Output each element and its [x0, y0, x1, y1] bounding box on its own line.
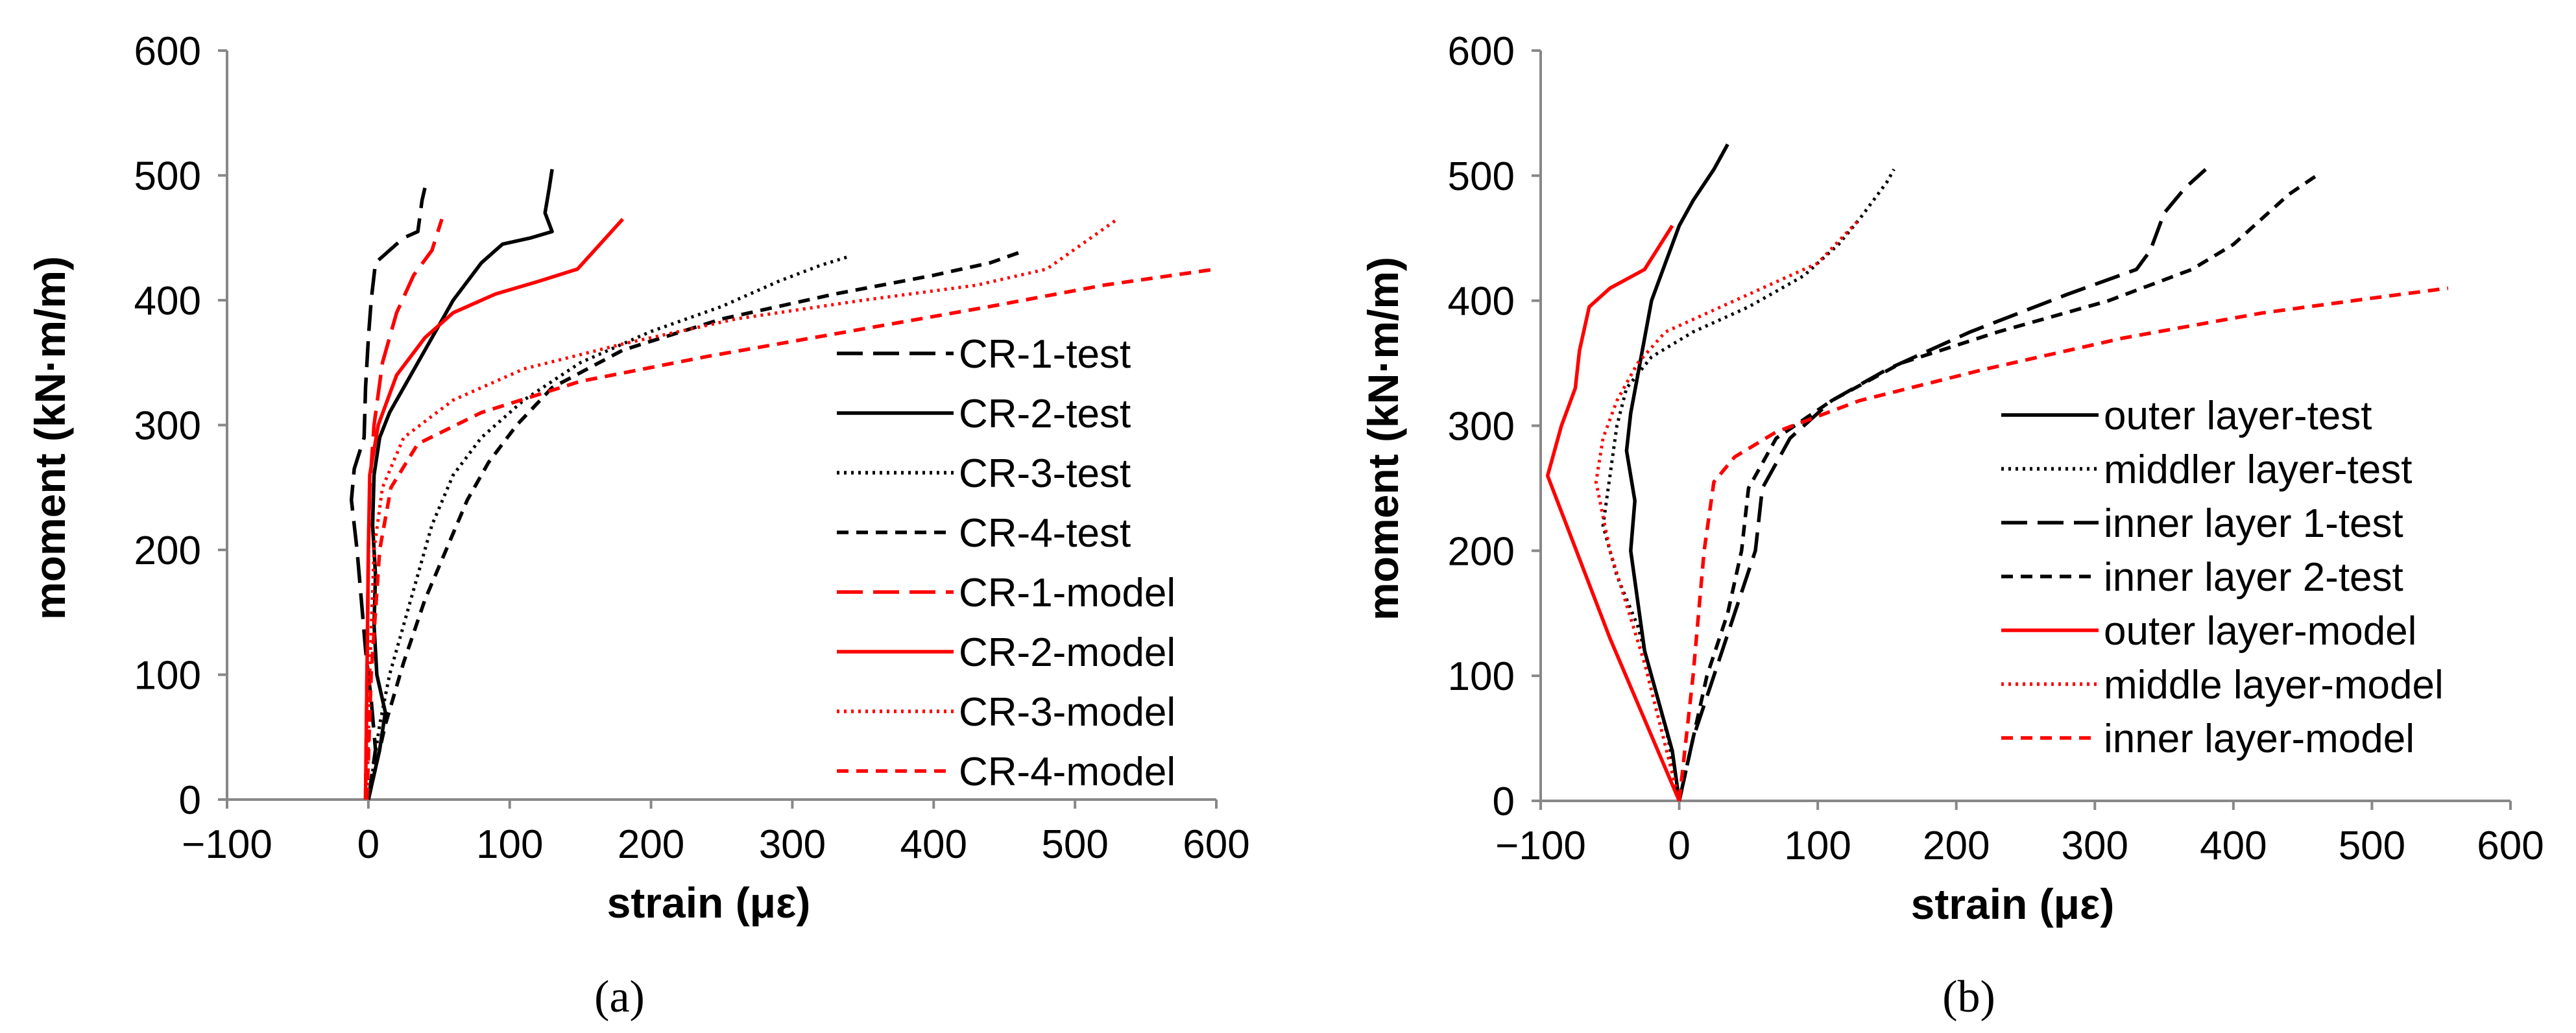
- legend-label: CR-1-model: [959, 571, 1175, 615]
- x-tick-label: 400: [2200, 824, 2267, 868]
- y-tick-label: 600: [134, 29, 201, 74]
- y-tick-label: 200: [134, 528, 201, 573]
- legend-label: CR-4-test: [959, 511, 1131, 556]
- x-tick-label: −100: [182, 822, 272, 867]
- series-line-inner-layer-2-test: [1677, 174, 2318, 801]
- x-tick-label: −100: [1495, 824, 1586, 868]
- series-line-outer-layer-test: [1624, 143, 1729, 801]
- legend-label: CR-2-test: [959, 392, 1131, 436]
- panel-label: (b): [1942, 972, 1995, 1022]
- series-line-cr-2-model: [363, 218, 625, 800]
- legend-label: inner layer-model: [2104, 717, 2414, 761]
- series-line-cr-4-test: [367, 248, 1026, 800]
- x-tick-label: 300: [759, 822, 826, 867]
- y-axis-title: moment (kN·m/m): [26, 256, 74, 620]
- series-line-cr-3-test: [367, 255, 850, 800]
- y-tick-label: 300: [1448, 405, 1515, 449]
- y-tick-label: 0: [179, 778, 201, 823]
- y-tick-label: 0: [1493, 779, 1515, 824]
- y-axis-title: moment (kN·m/m): [1359, 257, 1407, 621]
- y-tick-label: 100: [1448, 654, 1515, 699]
- series-line-outer-layer-model: [1545, 224, 1681, 802]
- panel-1: −100 0 100 200 300 400 500 60001002003004005006…: [26, 29, 1250, 1022]
- x-tick-label: 200: [1923, 824, 1990, 868]
- legend-label: CR-2-model: [959, 630, 1175, 675]
- y-tick-label: 100: [134, 654, 201, 698]
- series-line-middler-layer-test: [1601, 168, 1896, 801]
- series-line-middle-layer-model: [1594, 218, 1861, 801]
- y-tick-label: 200: [1448, 529, 1515, 574]
- series-line-cr-1-test: [349, 187, 427, 800]
- series-line-cr-2-test: [367, 169, 554, 800]
- x-tick-label: 200: [618, 822, 684, 867]
- y-tick-label: 600: [1448, 29, 1515, 74]
- x-tick-label: 100: [476, 822, 543, 867]
- legend-label: inner layer 1-test: [2104, 501, 2403, 546]
- x-tick-label: 500: [1041, 822, 1108, 867]
- x-axis-title: strain (με): [1911, 880, 2115, 928]
- panel-label: (a): [594, 972, 645, 1022]
- y-tick-label: 300: [134, 404, 201, 449]
- y-tick-label: 400: [134, 279, 201, 324]
- x-tick-label: 100: [1784, 824, 1851, 868]
- legend-label: CR-3-test: [959, 451, 1131, 496]
- series-line-inner-layer-model: [1677, 286, 2449, 801]
- y-tick-label: 500: [134, 154, 201, 199]
- legend-label: middler layer-test: [2104, 447, 2412, 492]
- legend-label: CR-3-model: [959, 690, 1175, 735]
- legend-label: middle layer-model: [2104, 663, 2444, 707]
- x-tick-label: 400: [900, 822, 967, 867]
- x-axis-title: strain (με): [607, 879, 811, 927]
- series-line-cr-3-model: [365, 217, 1118, 800]
- series-line-cr-4-model: [365, 267, 1217, 800]
- x-tick-label: 600: [2477, 824, 2544, 868]
- legend-label: CR-1-test: [959, 332, 1131, 377]
- x-tick-label: 0: [357, 822, 379, 867]
- y-tick-label: 500: [1448, 154, 1515, 199]
- x-tick-label: 500: [2339, 824, 2405, 868]
- legend-label: outer layer-model: [2104, 609, 2416, 654]
- legend-label: outer layer-test: [2104, 394, 2372, 438]
- x-tick-label: 300: [2062, 824, 2128, 868]
- x-tick-label: 600: [1183, 822, 1249, 867]
- y-tick-label: 400: [1448, 279, 1515, 324]
- series-line-cr-1-model: [363, 219, 444, 800]
- legend-label: inner layer 2-test: [2104, 555, 2403, 600]
- legend-label: CR-4-model: [959, 750, 1175, 794]
- series-line-inner-layer-1-test: [1677, 168, 2207, 801]
- x-tick-label: 0: [1668, 824, 1690, 868]
- panel-2: −100 0 100 200 300 400 500 60001002003004005006…: [1359, 29, 2544, 1022]
